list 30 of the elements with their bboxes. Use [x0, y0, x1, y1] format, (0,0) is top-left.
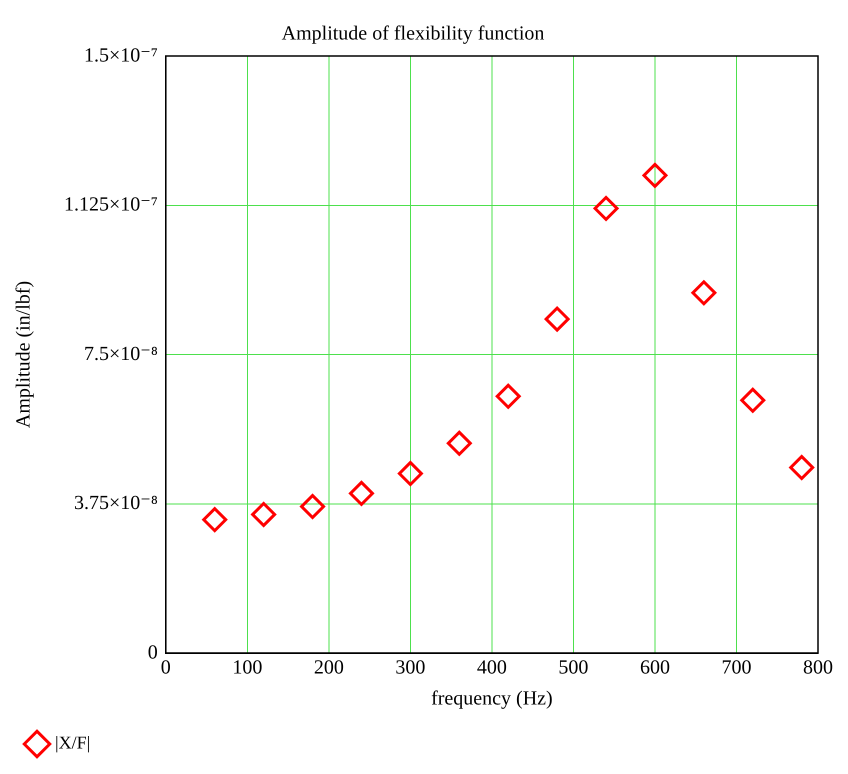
x-axis-title: frequency (Hz) [431, 687, 553, 710]
x-tick-label: 300 [395, 656, 426, 678]
x-tick-label: 700 [721, 656, 752, 678]
y-tick-label: 3.75×10⁻⁸ [74, 492, 158, 514]
point [496, 384, 521, 409]
point [544, 306, 570, 332]
y-tick-label: 0 [148, 641, 158, 664]
legend-label: |X/F| [55, 732, 90, 753]
x-tick-label: 200 [314, 656, 344, 678]
x-tick-label: 800 [803, 656, 833, 678]
y-tick-label: 1.5×10⁻⁷ [84, 44, 158, 66]
point [691, 280, 716, 306]
y-tick-label: 7.5×10⁻⁸ [84, 342, 158, 365]
x-tick-label: 500 [558, 656, 588, 678]
point [251, 502, 276, 527]
point [740, 388, 766, 413]
point [642, 162, 668, 188]
x-tick-label: 100 [232, 656, 262, 678]
point [594, 196, 619, 221]
point [348, 480, 374, 506]
point [789, 455, 814, 480]
y-axis-title: Amplitude (in/lbf) [12, 280, 34, 428]
point [446, 430, 472, 456]
x-tick-label: 400 [476, 656, 507, 678]
point [202, 507, 228, 532]
point [300, 494, 326, 520]
x-tick-label: 600 [640, 656, 670, 678]
point [398, 461, 423, 486]
chart-title: Amplitude of flexibility function [282, 22, 544, 44]
y-tick-label: 1.125×10⁻⁷ [64, 194, 158, 216]
